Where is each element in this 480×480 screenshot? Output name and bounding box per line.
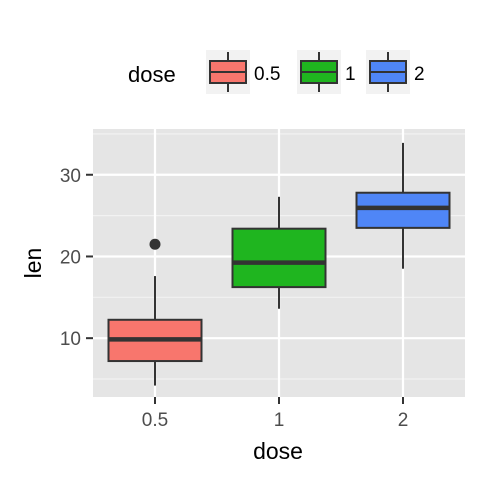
legend-item: 0.5 (206, 50, 280, 94)
y-tick-label: 30 (60, 166, 81, 187)
legend-label: 2 (414, 64, 425, 85)
legend-label: 1 (345, 64, 356, 85)
outlier-point (149, 238, 161, 250)
y-tick-label: 20 (60, 247, 81, 268)
y-tick-label: 10 (60, 329, 81, 350)
box-group (107, 238, 203, 386)
box (231, 227, 327, 289)
box (355, 191, 451, 229)
legend-label: 0.5 (254, 64, 280, 85)
boxes (107, 142, 451, 386)
x-tick-label: 2 (398, 410, 409, 431)
x-tick-label: 1 (274, 410, 285, 431)
legend-item: 2 (366, 50, 425, 94)
legend: dose 0.5 1 2 (128, 50, 425, 94)
x-axis-title: dose (253, 438, 303, 464)
x-tick-label: 0.5 (142, 410, 168, 431)
legend-title: dose (128, 62, 176, 87)
box-group (231, 196, 327, 309)
legend-item: 1 (297, 50, 356, 94)
y-axis-title: len (20, 248, 46, 279)
box-group (355, 142, 451, 269)
axes: 10 20 30 0.5 1 2 (60, 166, 408, 431)
